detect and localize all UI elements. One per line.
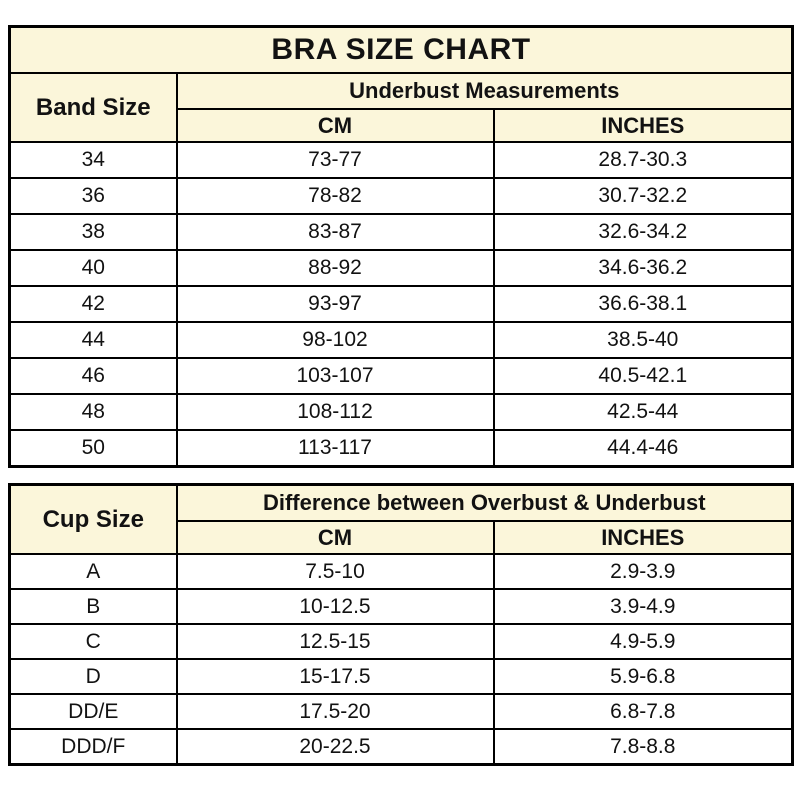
table-row: 38 83-87 32.6-34.2 bbox=[8, 213, 794, 251]
band-size-column-header: Band Size bbox=[8, 72, 178, 143]
band-inches-range-cell: 32.6-34.2 bbox=[492, 213, 794, 251]
cup-cm-header: CM bbox=[175, 520, 495, 555]
chart-title-row: BRA SIZE CHART bbox=[8, 25, 794, 74]
band-size-cell: 50 bbox=[8, 429, 178, 468]
band-inches-range-cell: 42.5-44 bbox=[492, 393, 794, 431]
band-size-cell: 38 bbox=[8, 213, 178, 251]
table-row: B 10-12.5 3.9-4.9 bbox=[8, 588, 794, 625]
cup-inches-range-cell: 2.9-3.9 bbox=[492, 553, 794, 590]
cup-cm-range-cell: 15-17.5 bbox=[175, 658, 495, 695]
cup-size-cell: B bbox=[8, 588, 178, 625]
cup-inches-range-cell: 7.8-8.8 bbox=[492, 728, 794, 766]
band-cm-range-cell: 113-117 bbox=[175, 429, 495, 468]
cup-cm-range-cell: 12.5-15 bbox=[175, 623, 495, 660]
cup-size-cell: D bbox=[8, 658, 178, 695]
table-row: D 15-17.5 5.9-6.8 bbox=[8, 658, 794, 695]
cup-cm-range-cell: 17.5-20 bbox=[175, 693, 495, 730]
band-inches-range-cell: 36.6-38.1 bbox=[492, 285, 794, 323]
table-row: 46 103-107 40.5-42.1 bbox=[8, 357, 794, 395]
table-row: 44 98-102 38.5-40 bbox=[8, 321, 794, 359]
table-row: C 12.5-15 4.9-5.9 bbox=[8, 623, 794, 660]
band-cm-range-cell: 73-77 bbox=[175, 141, 495, 179]
table-row: 34 73-77 28.7-30.3 bbox=[8, 141, 794, 179]
band-inches-header: INCHES bbox=[492, 108, 794, 143]
band-size-cell: 48 bbox=[8, 393, 178, 431]
cup-cm-range-cell: 20-22.5 bbox=[175, 728, 495, 766]
cup-inches-range-cell: 3.9-4.9 bbox=[492, 588, 794, 625]
band-cm-header: CM bbox=[175, 108, 495, 143]
cup-inches-range-cell: 4.9-5.9 bbox=[492, 623, 794, 660]
chart-title: BRA SIZE CHART bbox=[8, 25, 794, 74]
table-row: 42 93-97 36.6-38.1 bbox=[8, 285, 794, 323]
cup-table-body: A 7.5-10 2.9-3.9 B 10-12.5 3.9-4.9 C 12.5-15 4.9… bbox=[8, 553, 794, 766]
cup-inches-range-cell: 6.8-7.8 bbox=[492, 693, 794, 730]
cup-group-header-row: Cup Size Difference between Overbust & U… bbox=[8, 483, 794, 555]
band-cm-range-cell: 103-107 bbox=[175, 357, 495, 395]
band-inches-range-cell: 30.7-32.2 bbox=[492, 177, 794, 215]
table-row: A 7.5-10 2.9-3.9 bbox=[8, 553, 794, 590]
underbust-measurements-header: Underbust Measurements bbox=[175, 72, 794, 110]
table-row: DDD/F 20-22.5 7.8-8.8 bbox=[8, 728, 794, 766]
band-size-table: BRA SIZE CHART Band Size Underbust Measu… bbox=[8, 25, 795, 468]
cup-cm-range-cell: 10-12.5 bbox=[175, 588, 495, 625]
difference-overbust-underbust-header: Difference between Overbust & Underbust bbox=[175, 483, 794, 522]
band-cm-range-cell: 83-87 bbox=[175, 213, 495, 251]
cup-size-column-header: Cup Size bbox=[8, 483, 178, 555]
band-inches-range-cell: 28.7-30.3 bbox=[492, 141, 794, 179]
cup-inches-range-cell: 5.9-6.8 bbox=[492, 658, 794, 695]
cup-size-cell: A bbox=[8, 553, 178, 590]
band-group-header-row: Band Size Underbust Measurements bbox=[8, 72, 794, 143]
table-row: 36 78-82 30.7-32.2 bbox=[8, 177, 794, 215]
band-cm-range-cell: 98-102 bbox=[175, 321, 495, 359]
band-size-cell: 42 bbox=[8, 285, 178, 323]
cup-size-cell: DDD/F bbox=[8, 728, 178, 766]
band-unit-header-row: CM INCHES bbox=[10, 108, 794, 143]
band-inches-range-cell: 38.5-40 bbox=[492, 321, 794, 359]
band-size-cell: 44 bbox=[8, 321, 178, 359]
band-size-cell: 34 bbox=[8, 141, 178, 179]
table-row: 40 88-92 34.6-36.2 bbox=[8, 249, 794, 287]
cup-inches-header: INCHES bbox=[492, 520, 794, 555]
band-inches-range-cell: 40.5-42.1 bbox=[492, 357, 794, 395]
cup-size-cell: C bbox=[8, 623, 178, 660]
cup-cm-range-cell: 7.5-10 bbox=[175, 553, 495, 590]
cup-unit-header-row: CM INCHES bbox=[10, 520, 794, 555]
band-size-cell: 46 bbox=[8, 357, 178, 395]
band-cm-range-cell: 108-112 bbox=[175, 393, 495, 431]
cup-size-table: Cup Size Difference between Overbust & U… bbox=[8, 483, 795, 766]
band-size-cell: 40 bbox=[8, 249, 178, 287]
table-row: 50 113-117 44.4-46 bbox=[8, 429, 794, 468]
band-cm-range-cell: 93-97 bbox=[175, 285, 495, 323]
table-row: DD/E 17.5-20 6.8-7.8 bbox=[8, 693, 794, 730]
table-row: 48 108-112 42.5-44 bbox=[8, 393, 794, 431]
band-inches-range-cell: 34.6-36.2 bbox=[492, 249, 794, 287]
band-table-body: 34 73-77 28.7-30.3 36 78-82 30.7-32.2 38 83-87 3… bbox=[8, 141, 794, 468]
band-inches-range-cell: 44.4-46 bbox=[492, 429, 794, 468]
band-cm-range-cell: 88-92 bbox=[175, 249, 495, 287]
band-size-cell: 36 bbox=[8, 177, 178, 215]
cup-size-cell: DD/E bbox=[8, 693, 178, 730]
band-cm-range-cell: 78-82 bbox=[175, 177, 495, 215]
